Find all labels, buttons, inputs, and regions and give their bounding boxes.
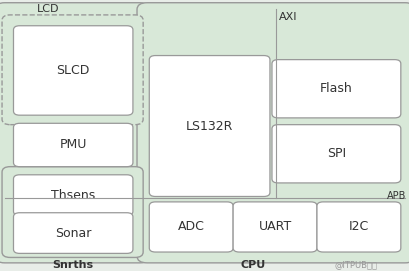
Text: LS132R: LS132R xyxy=(186,120,233,133)
FancyBboxPatch shape xyxy=(149,56,270,196)
FancyBboxPatch shape xyxy=(13,123,133,167)
Text: I2C: I2C xyxy=(349,221,369,233)
Text: Thsens: Thsens xyxy=(51,189,95,202)
FancyBboxPatch shape xyxy=(0,3,150,263)
Text: SPI: SPI xyxy=(327,147,346,160)
Text: Snrths: Snrths xyxy=(52,260,93,270)
FancyBboxPatch shape xyxy=(2,15,143,125)
Text: Sonar: Sonar xyxy=(55,227,91,240)
Text: LCD: LCD xyxy=(37,4,60,14)
FancyBboxPatch shape xyxy=(13,213,133,253)
FancyBboxPatch shape xyxy=(13,26,133,115)
Text: CPU: CPU xyxy=(241,260,266,270)
Text: APB: APB xyxy=(387,191,406,201)
FancyBboxPatch shape xyxy=(233,202,317,252)
Text: ADC: ADC xyxy=(178,221,204,233)
FancyBboxPatch shape xyxy=(13,175,133,215)
Text: AXI: AXI xyxy=(279,12,297,22)
Text: @ITPUB博客: @ITPUB博客 xyxy=(334,260,378,270)
FancyBboxPatch shape xyxy=(272,60,401,118)
Text: Flash: Flash xyxy=(320,82,353,95)
FancyBboxPatch shape xyxy=(272,125,401,183)
FancyBboxPatch shape xyxy=(149,202,233,252)
Text: PMU: PMU xyxy=(60,138,87,151)
FancyBboxPatch shape xyxy=(137,3,409,263)
FancyBboxPatch shape xyxy=(317,202,401,252)
Text: SLCD: SLCD xyxy=(56,64,90,77)
Text: UART: UART xyxy=(258,221,292,233)
FancyBboxPatch shape xyxy=(2,167,143,257)
